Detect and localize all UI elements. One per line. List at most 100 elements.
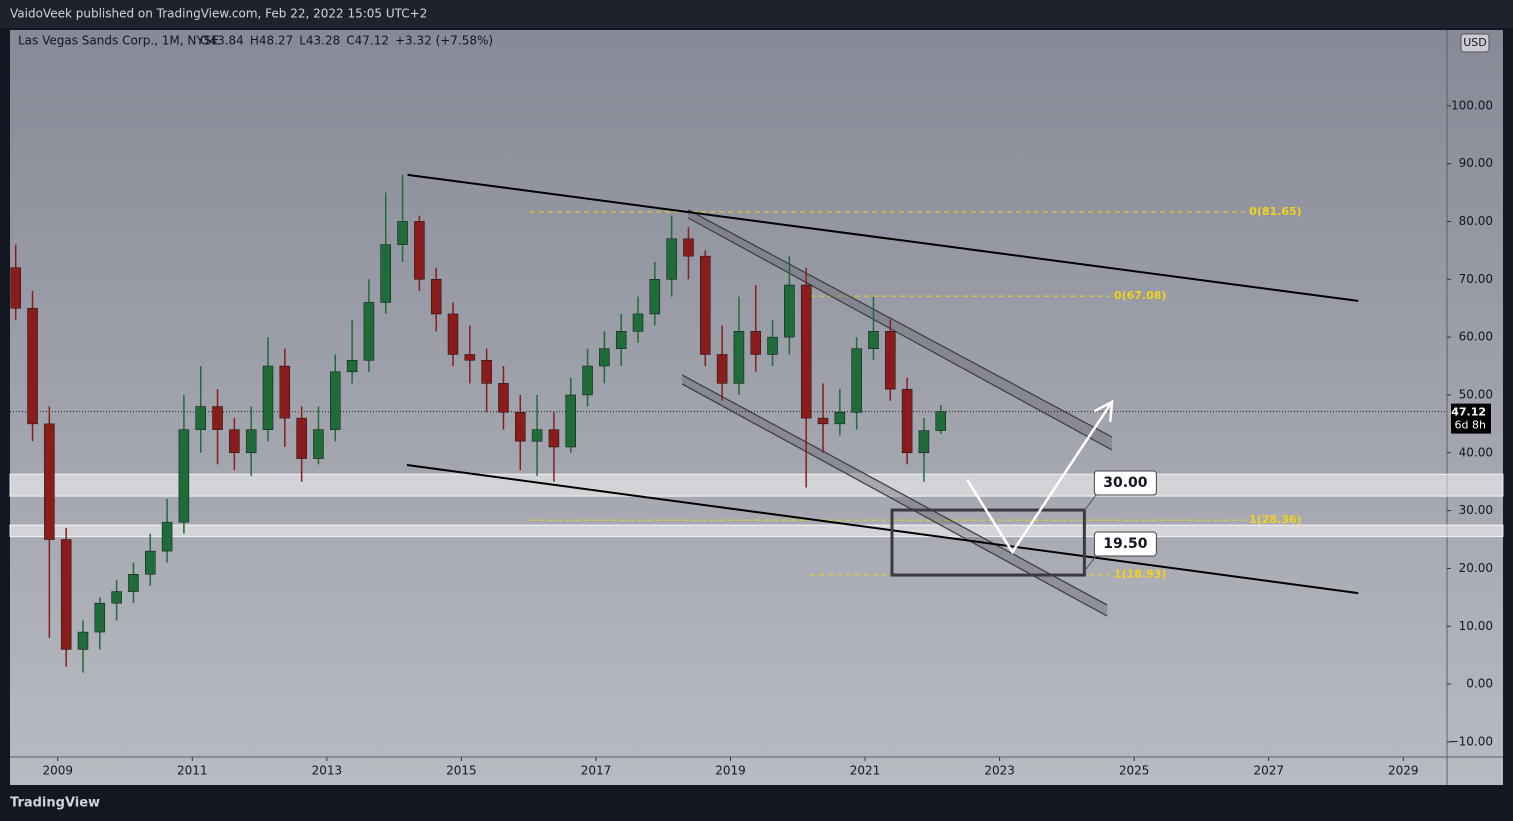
candle-body — [649, 279, 661, 315]
candle-body — [800, 284, 812, 419]
candle-body — [212, 406, 223, 430]
x-tick-label: 2015 — [446, 764, 477, 778]
candle-body — [330, 371, 341, 430]
candle-body — [346, 359, 358, 373]
last-price: 47.12 — [1451, 406, 1486, 419]
y-tick-label: 100.00 — [1451, 98, 1493, 112]
price-label-leader — [1083, 492, 1098, 511]
candle-body — [885, 331, 896, 390]
y-tick-label: 20.00 — [1459, 561, 1493, 575]
candle-body — [750, 331, 761, 355]
candle-body — [145, 550, 156, 575]
x-tick-label: 2023 — [984, 764, 1015, 778]
candle-body — [397, 221, 408, 245]
candle-body — [10, 267, 21, 309]
candle-body — [128, 573, 139, 592]
y-tick-label: 0.00 — [1466, 677, 1493, 691]
candle-body — [161, 521, 173, 552]
bottom-bar — [0, 785, 1513, 821]
y-tick-label: 10.00 — [1459, 619, 1493, 633]
candle-body — [666, 238, 677, 280]
candle-body — [229, 429, 240, 454]
projection-arrow — [966, 401, 1114, 555]
candle-body — [77, 631, 89, 650]
y-tick-label: 40.00 — [1459, 445, 1493, 459]
x-tick-label: 2019 — [715, 764, 746, 778]
symbol: Las Vegas Sands Corp., 1M, NYSE — [18, 34, 219, 48]
candle-body — [481, 359, 492, 384]
candle-body — [834, 412, 846, 425]
zone — [9, 473, 1504, 497]
price-label-box — [1093, 470, 1157, 496]
candle-body — [784, 284, 795, 338]
y-tick-label: 80.00 — [1459, 214, 1493, 228]
ohlc-value: H48.27 — [250, 34, 293, 48]
candle-body — [498, 383, 509, 413]
ohlc-value: L43.28 — [299, 34, 340, 48]
candle-body — [767, 336, 778, 355]
x-tick-label: 2009 — [42, 764, 73, 778]
candle-body — [918, 430, 930, 454]
candle-body — [733, 331, 745, 384]
x-tick-label: 2027 — [1253, 764, 1284, 778]
channel-line — [681, 374, 1108, 606]
y-tick-label: 90.00 — [1459, 156, 1493, 170]
fib-label: 0(81.65) — [1249, 205, 1302, 218]
candle-body — [548, 429, 560, 448]
y-tick-label: 50.00 — [1459, 387, 1493, 401]
y-tick-label: 30.00 — [1459, 503, 1493, 517]
last-price-tag — [1451, 403, 1491, 434]
x-tick-label: 2013 — [312, 764, 343, 778]
candle-body — [27, 307, 38, 425]
target-box — [890, 508, 1086, 577]
candle-body — [565, 394, 576, 448]
candle-body — [868, 331, 879, 349]
candle-body — [851, 348, 862, 413]
candle-body — [279, 365, 291, 419]
trend-line — [406, 463, 1359, 595]
candle-body — [515, 412, 526, 442]
candle-body — [195, 406, 206, 430]
currency-box — [1460, 33, 1490, 53]
channel-line — [687, 209, 1113, 438]
x-tick-label: 2025 — [1119, 764, 1150, 778]
footer-logo: TradingView — [10, 796, 100, 811]
candle-body — [60, 539, 72, 650]
candle-body — [296, 417, 307, 459]
candle-body — [447, 313, 459, 355]
candle-body — [363, 302, 375, 361]
chart-background — [10, 30, 1503, 785]
candle-body — [178, 429, 190, 523]
candle-body — [414, 221, 425, 280]
x-tick-label: 2011 — [177, 764, 208, 778]
publisher: VaidoVeek published on TradingView.com, … — [10, 7, 427, 21]
price-label-box — [1093, 531, 1157, 557]
candle-body — [531, 429, 543, 442]
candle-body — [700, 255, 711, 355]
zone — [9, 524, 1504, 538]
y-tick-label: 60.00 — [1459, 330, 1493, 344]
channel-line — [681, 383, 1108, 617]
ohlc-value: O43.84 — [200, 34, 244, 48]
candle-body — [380, 244, 391, 303]
countdown: 6d 8h — [1455, 419, 1486, 432]
x-tick-label: 2029 — [1388, 764, 1419, 778]
candle-body — [464, 354, 476, 361]
candle-body — [262, 365, 274, 430]
fib-label: 1(28.36) — [1249, 513, 1302, 526]
candle-body — [683, 238, 694, 257]
top-bar — [0, 0, 1513, 28]
candle-body — [599, 348, 610, 367]
channel-fill — [688, 209, 1112, 451]
trend-line — [407, 173, 1359, 302]
candle-body — [901, 388, 913, 454]
price-label: 19.50 — [1103, 536, 1148, 552]
price-label-leader — [1083, 553, 1098, 572]
candle-body — [632, 313, 644, 332]
candle-body — [111, 591, 122, 604]
y-tick-label: 70.00 — [1459, 272, 1493, 286]
candle-body — [245, 429, 257, 454]
y-tick-label: −10.00 — [1449, 734, 1493, 748]
